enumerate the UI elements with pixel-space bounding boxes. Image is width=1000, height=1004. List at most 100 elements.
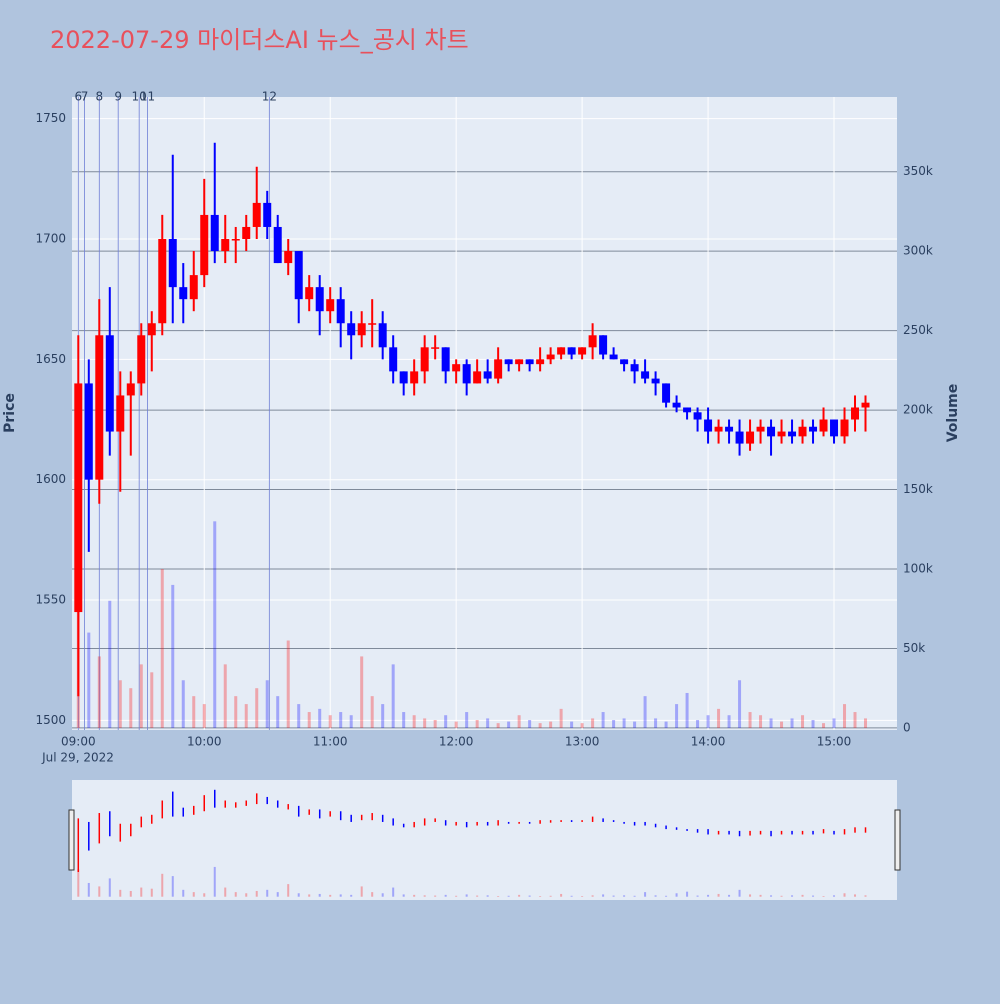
mini-volume-bar [213,866,216,897]
volume-bar [223,664,227,728]
y-tick-label: 1750 [35,111,66,125]
mini-volume-bar [528,895,531,897]
volume-bar [538,723,542,728]
mini-volume-bar [728,894,731,897]
volume-bar [801,715,805,728]
mini-volume-bar [182,889,185,897]
x-date-label: Jul 29, 2022 [41,751,114,765]
candle-body [798,426,807,437]
mini-volume-bar [822,896,825,897]
mini-volume-bar [717,893,720,897]
mini-volume-bar [738,889,741,897]
volume-bar [444,715,448,728]
mini-volume-bar [245,893,248,897]
mini-volume-bar [518,894,521,897]
mini-volume-bar [360,886,363,897]
candle-body [210,214,219,252]
volume-bar [696,719,700,728]
mini-volume-bar [560,893,563,897]
volume-bar [822,723,826,728]
y-tick-label: 1550 [35,593,66,607]
candle-body [599,335,608,355]
x-tick-label: 14:00 [691,735,726,749]
volume-bar [244,704,248,728]
volume-bar [370,696,374,728]
mini-volume-bar [780,895,783,897]
mini-volume-bar [633,895,636,897]
mini-volume-bar [297,893,300,897]
volume-bar [685,692,689,728]
candle-body [767,426,776,437]
volume-bar [580,723,584,728]
candle-body [609,354,618,360]
candle-body [567,347,576,355]
candle-body [347,323,356,336]
mini-volume-bar [749,894,752,897]
mini-volume-bar [350,894,353,897]
candle-body [452,364,461,372]
mini-volume-bar [549,895,552,897]
candle-body [441,347,450,372]
candle-body [431,347,440,349]
volume-bar [318,708,322,728]
y2-axis-title: Volume [945,384,961,443]
mini-volume-bar [791,895,794,897]
news-label: 12 [262,90,277,104]
candle-body [777,431,786,437]
candle-body [158,239,167,324]
volume-bar [601,712,605,728]
candle-body [504,359,513,365]
volume-bar [339,712,343,728]
candle-body [630,364,639,372]
range-handle-right[interactable] [894,809,901,871]
volume-bar [675,704,679,728]
volume-bar [328,715,332,728]
mini-volume-bar [224,887,227,897]
mini-volume-bar [276,892,279,897]
candle-body [126,383,135,396]
candle-body [483,371,492,379]
candle-body [399,371,408,384]
mini-volume-bar [581,896,584,897]
volume-bar [381,704,385,728]
candle-body [746,431,755,444]
mini-volume-bar [507,895,510,897]
volume-bar [139,664,143,728]
candle-body [273,226,282,264]
candle-body [662,383,671,403]
volume-bar [297,704,301,728]
volume-bar [255,688,259,728]
mini-volume-bar [843,893,846,897]
volume-bar [633,721,637,728]
mini-volume-bar [486,895,489,897]
volume-bar [549,721,553,728]
y-tick-label: 1500 [35,713,66,727]
candle-body [651,378,660,384]
volume-bar [234,696,238,728]
candle-body [263,202,272,227]
chart-title: 2022-07-29 마이더스AI 뉴스_공시 차트 [50,26,469,54]
range-handle-left[interactable] [68,809,75,871]
volume-bar [475,719,479,728]
candle-body [389,347,398,372]
volume-bar [391,664,395,728]
mini-volume-bar [675,893,678,897]
volume-bar [790,718,794,728]
volume-bar [202,704,206,728]
range-slider[interactable] [72,780,897,900]
mini-volume-bar [329,894,332,897]
y2-tick-label: 0 [903,720,911,734]
mini-volume-bar [864,895,867,897]
mini-volume-bar [108,878,111,897]
volume-bar [423,718,427,728]
candle-body [137,335,146,384]
mini-volume-bar [770,895,773,897]
candle-body [84,383,93,480]
volume-bar [465,712,469,728]
candle-body [525,359,534,365]
candle-body [95,335,104,480]
mini-volume-bar [308,894,311,897]
candle-body [420,347,429,372]
